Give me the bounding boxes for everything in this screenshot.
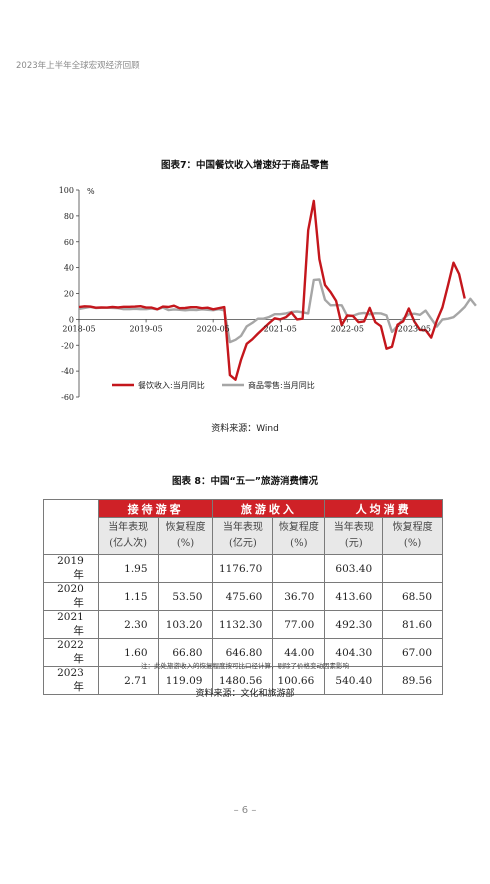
x-tick-label: 2018-05 [62, 324, 95, 333]
page-number: – 6 – [233, 805, 257, 816]
cell-revenue-recovery: 36.70 [272, 582, 326, 611]
legend-label: 商品零售:当月同比 [248, 380, 315, 390]
row-year: 2020 年 [43, 582, 99, 611]
table-row: 2019 年 1.95 1176.70 603.40 [43, 554, 443, 583]
table-row: 2021 年 2.30 103.20 1132.30 77.00 492.30 … [43, 610, 443, 639]
cell-visitors-recovery: 103.20 [157, 610, 214, 639]
sub-header-per-capita-value: 当年表现 (元) [324, 517, 384, 555]
y-tick-label: -60 [61, 393, 74, 402]
cell-revenue: 1176.70 [212, 554, 274, 583]
series-line-retail [78, 278, 477, 344]
y-tick-label: 0 [69, 315, 74, 324]
cell-visitors-recovery [157, 554, 214, 583]
cell-per-capita: 492.30 [324, 610, 384, 639]
row-year: 2019 年 [43, 554, 99, 583]
y-tick-label: 100 [59, 186, 74, 195]
cell-revenue: 1132.30 [212, 610, 274, 639]
cell-visitors: 1.95 [97, 554, 159, 583]
cell-per-capita: 540.40 [324, 666, 384, 695]
cell-visitors-recovery: 53.50 [157, 582, 214, 611]
group-header-visitors: 接待游客 [97, 499, 214, 518]
y-tick-label: -40 [61, 367, 74, 376]
tourism-table: 接待游客 旅游收入 人均消费 当年表现 (亿人次) 恢复程度 (%) 当年表现 (亿元… [43, 499, 443, 695]
cell-revenue: 646.80 [212, 638, 274, 667]
y-axis-unit-label: % [87, 187, 95, 196]
sub-header-visitors-recovery: 恢复程度 (%) [157, 517, 214, 555]
table-row: 2023 年 2.71 119.09 1480.56 100.66 540.40… [43, 666, 443, 695]
cell-per-capita: 404.30 [324, 638, 384, 667]
table-sub-header-row: 当年表现 (亿人次) 恢复程度 (%) 当年表现 (亿元) 恢复程度 (%) 当年表现(… [44, 517, 443, 555]
cell-visitors: 2.71 [97, 666, 159, 695]
sub-header-per-capita-recovery: 恢复程度 (%) [382, 517, 443, 555]
figure7-source: 资料来源：Wind [211, 424, 279, 434]
table-note: 注：此处旅游收入的恢复程度按可比口径计算，剔除了价格变动因素影响 [141, 662, 349, 670]
table-group-header-row: 接待游客 旅游收入 人均消费 [43, 499, 443, 555]
cell-revenue-recovery [272, 554, 326, 583]
cell-visitors-recovery: 66.80 [157, 638, 214, 667]
sub-header-revenue-value: 当年表现 (亿元) [212, 517, 274, 555]
y-tick-label: 60 [64, 238, 74, 247]
series-line-restaurant [78, 199, 466, 381]
x-tick-label: 2022-05 [331, 324, 364, 333]
cell-visitors: 1.60 [97, 638, 159, 667]
y-tick-label: -20 [61, 341, 74, 350]
cell-per-capita: 603.40 [324, 554, 384, 583]
x-tick-label: 2019-05 [129, 324, 162, 333]
row-year: 2021 年 [43, 610, 99, 639]
cell-revenue: 1480.56 [212, 666, 274, 695]
restaurant-retail-growth-chart: -60 -40 -20 0 20 40 60 80 100 % 2018-05 2019-05 2020… [59, 186, 477, 402]
group-header-per-capita: 人均消费 [324, 499, 443, 518]
x-tick-label: 2020-05 [197, 324, 230, 333]
cell-per-capita-recovery: 67.00 [382, 638, 443, 667]
table-row: 2022 年 1.60 66.80 646.80 44.00 404.30 67… [43, 638, 443, 667]
cell-revenue-recovery: 77.00 [272, 610, 326, 639]
figure8-source: 资料来源：文化和旅游部 [195, 689, 295, 699]
figure7-title: 图表7：中国餐饮收入增速好于商品零售 [160, 160, 330, 171]
y-tick-label: 20 [64, 290, 74, 299]
cell-per-capita: 413.60 [324, 582, 384, 611]
row-year: 2023 年 [43, 666, 99, 695]
sub-header-visitors-value: 当年表现 (亿人次) [97, 517, 159, 555]
group-header-revenue: 旅游收入 [212, 499, 326, 518]
cell-visitors: 1.15 [97, 582, 159, 611]
cell-visitors: 2.30 [97, 610, 159, 639]
cell-per-capita-recovery [382, 554, 443, 583]
cell-revenue-recovery: 100.66 [272, 666, 326, 695]
legend-label: 餐饮收入:当月同比 [138, 380, 205, 390]
table-row: 2020 年 1.15 53.50 475.60 36.70 413.60 68… [43, 582, 443, 611]
cell-revenue: 475.60 [212, 582, 274, 611]
x-tick-label: 2023-05 [398, 324, 431, 333]
cell-per-capita-recovery: 89.56 [382, 666, 443, 695]
cell-per-capita-recovery: 81.60 [382, 610, 443, 639]
y-tick-label: 80 [64, 212, 74, 221]
running-header: 2023年上半年全球宏观经济回顾 [16, 61, 140, 71]
figure8-title: 图表 8：中国“五一”旅游消费情况 [172, 476, 318, 487]
table-corner-cell [43, 499, 99, 555]
sub-header-revenue-recovery: 恢复程度 (%) [272, 517, 326, 555]
x-tick-label: 2021-05 [264, 324, 297, 333]
cell-per-capita-recovery: 68.50 [382, 582, 443, 611]
y-tick-label: 40 [64, 264, 74, 273]
